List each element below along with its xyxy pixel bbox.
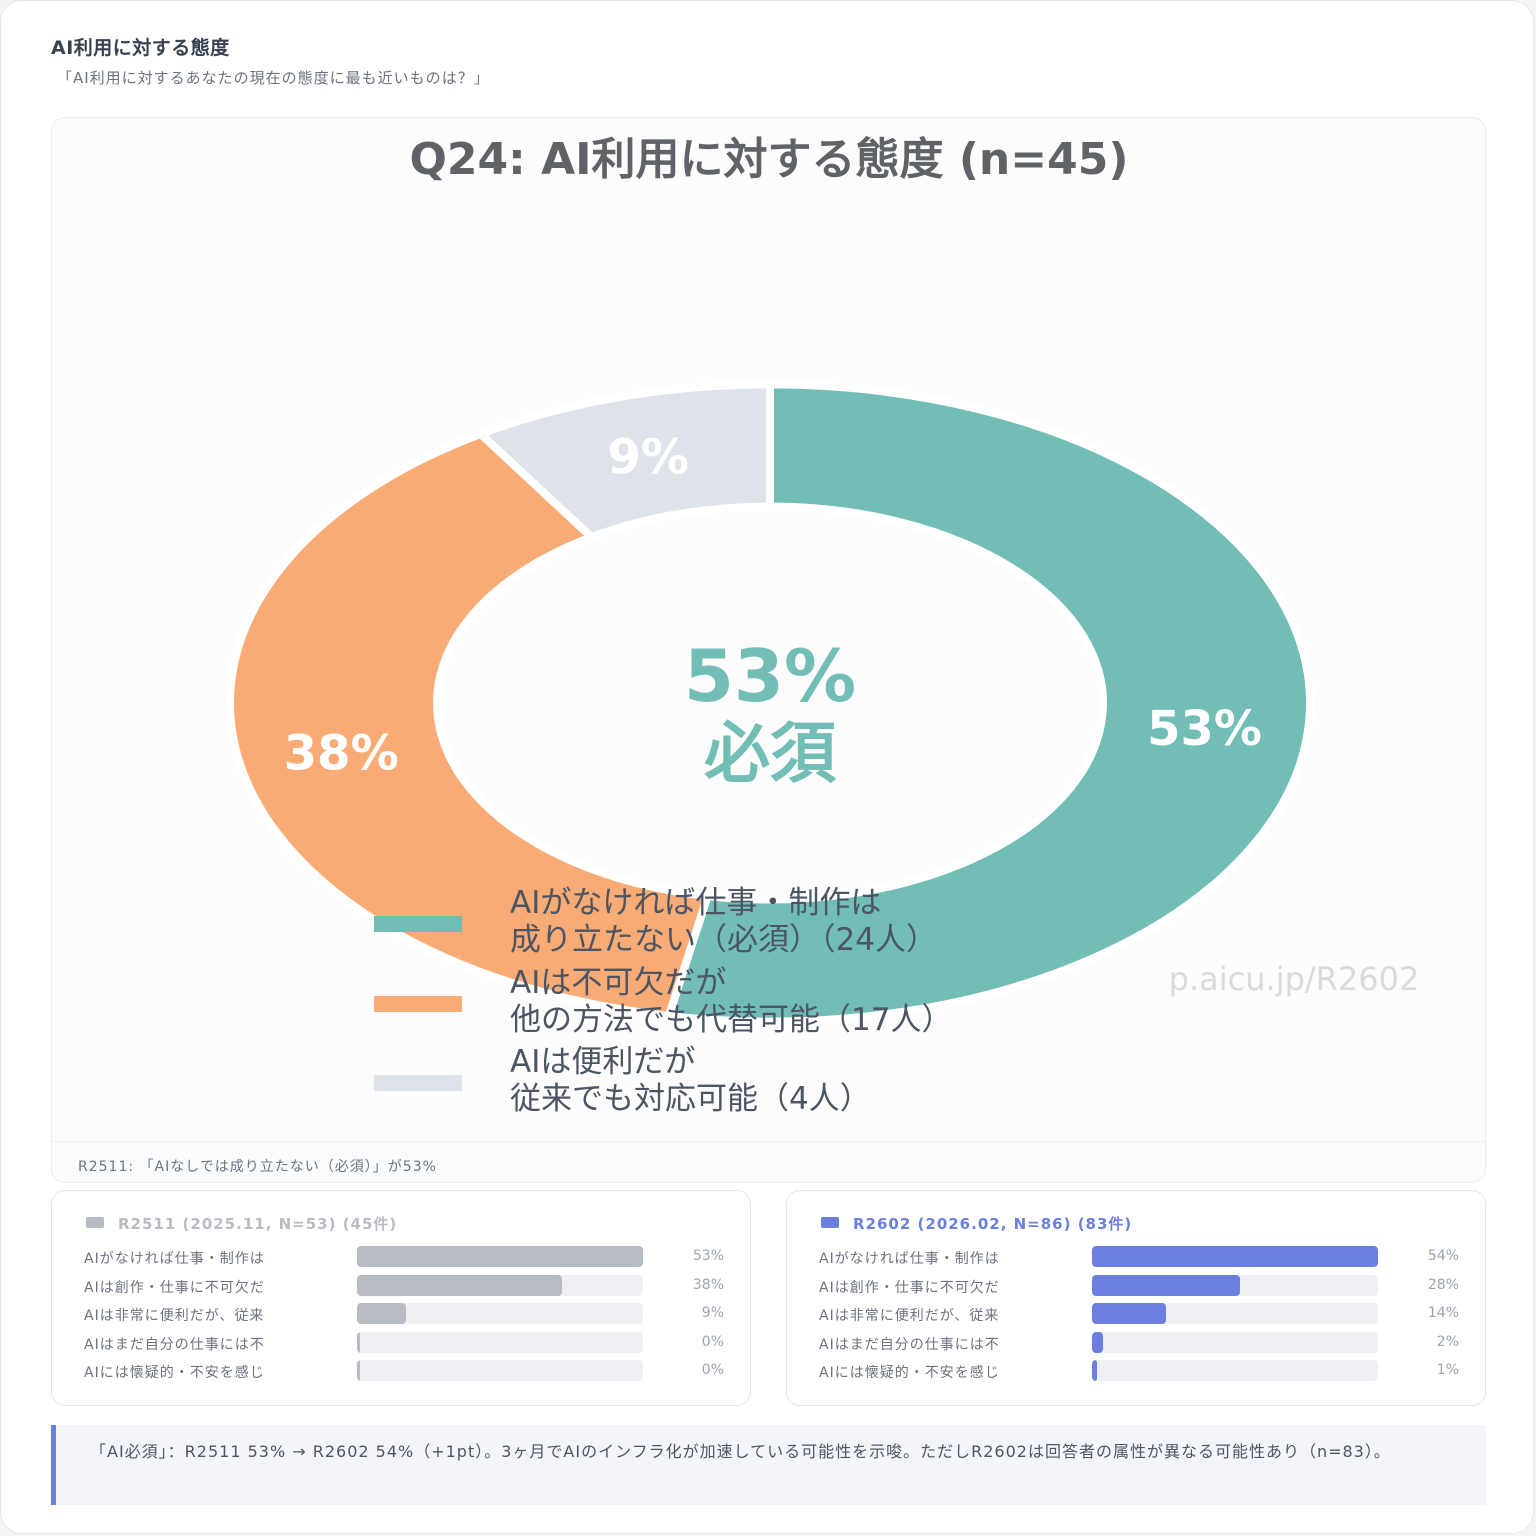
watermark: p.aicu.jp/R2602 [1169,960,1420,998]
r2602-header: R2602 (2026.02, N=86) (83件) [821,1213,1132,1234]
r2511-row-5: AIには懐疑的・不安を感じ 0% [84,1360,724,1382]
r2511-bar-track [357,1331,643,1353]
legend-label-3-line-2: 従来でも対応可能（4人） [510,1081,871,1117]
r2602-row-label: AIは非常に便利だが、従来 [819,1308,1000,1324]
r2511-bar-track [357,1303,643,1324]
r2602-row-4: AIはまだ自分の仕事には不 2% [819,1331,1459,1354]
legend-label-2-line-2: 他の方法でも代替可能（17人） [510,1002,952,1038]
r2511-row-percent: 9% [701,1305,724,1321]
r2602-row-5: AIには懐疑的・不安を感じ 1% [819,1360,1459,1382]
r2511-bar-fill [357,1246,643,1267]
center-value: 53% [684,634,856,718]
r2602-row-percent: 14% [1427,1305,1459,1321]
page-title: AI利用に対する態度 [51,37,230,59]
r2511-row-label: AIは非常に便利だが、従来 [84,1308,265,1324]
r2511-bar-fill [357,1360,360,1381]
r2511-row-percent: 0% [701,1333,724,1350]
r2511-header: R2511 (2025.11, N=53) (45件) [86,1213,397,1234]
r2511-bar-fill [357,1331,360,1353]
r2602-swatch [821,1217,839,1228]
r2602-comparison-card: R2602 (2026.02, N=86) (83件) AIがなければ仕事・制作… [786,1190,1486,1406]
r2511-row-4: AIはまだ自分の仕事には不 0% [84,1331,724,1354]
r2602-row-label: AIは創作・仕事に不可欠だ [819,1279,1000,1296]
r2511-bar-track [357,1246,643,1267]
r2602-bar-track [1092,1246,1378,1267]
r2602-bar-fill [1092,1331,1103,1353]
r2602-title: R2602 (2026.02, N=86) (83件) [853,1215,1133,1233]
r2602-row-percent: 54% [1427,1248,1459,1264]
r2602-row-percent: 1% [1436,1362,1459,1378]
r2511-row-percent: 38% [692,1276,724,1293]
legend-label-3-line-1: AIは便利だが [510,1044,695,1080]
r2602-bar-track [1092,1360,1378,1381]
r2511-row-percent: 53% [692,1248,724,1264]
r2602-row-percent: 2% [1436,1333,1459,1350]
legend-label-1-line-2: 成り立たない（必須）（24人） [510,922,937,958]
slice-label-2: 38% [284,725,399,781]
r2602-row-label: AIがなければ仕事・制作は [819,1251,1000,1267]
r2511-comparison-card: R2511 (2025.11, N=53) (45件) AIがなければ仕事・制作… [51,1190,751,1406]
chart-caption: R2511: 「AIなしでは成り立たない（必須）」が53% [52,1141,1485,1182]
r2511-row-percent: 0% [701,1362,724,1378]
r2602-bar-track [1092,1274,1378,1296]
donut-slice-3 [473,380,774,542]
r2602-bar-fill [1092,1274,1241,1296]
r2511-swatch [86,1217,104,1228]
r2602-bar-fill [1092,1360,1098,1381]
r2602-bar-track [1092,1331,1378,1353]
r2511-row-label: AIがなければ仕事・制作は [84,1251,265,1267]
slice-label-3: 9% [607,430,689,486]
legend-label-2-line-1: AIは不可欠だが [510,965,726,1001]
r2602-row-2: AIは創作・仕事に不可欠だ 28% [819,1274,1459,1297]
r2602-row-1: AIがなければ仕事・制作は 54% [819,1246,1459,1268]
page-subtitle: 「AI利用に対するあなたの現在の態度に最も近いものは？」 [57,69,490,87]
legend-swatch-3 [374,1075,462,1091]
legend-swatch-1 [374,916,462,932]
r2602-row-label: AIはまだ自分の仕事には不 [819,1336,1000,1353]
r2511-row-label: AIは創作・仕事に不可欠だ [84,1279,265,1296]
r2511-title: R2511 (2025.11, N=53) (45件) [118,1215,398,1233]
legend-swatch-2 [374,996,462,1012]
r2511-row-2: AIは創作・仕事に不可欠だ 38% [84,1274,724,1297]
legend-label-1-line-1: AIがなければ仕事・制作は [510,885,881,921]
r2511-bar-track [357,1274,643,1296]
donut-chart: Q24: AI利用に対する態度 (n=45)53%38%9%53%必須p.aic… [226,134,1420,1117]
donut-slice-2 [226,429,713,1021]
r2511-row-label: AIはまだ自分の仕事には不 [84,1336,265,1353]
r2602-row-percent: 28% [1427,1276,1459,1293]
r2511-bar-track [357,1360,643,1381]
r2511-row-1: AIがなければ仕事・制作は 53% [84,1246,724,1268]
donut-slice-1 [663,380,1314,1026]
center-label: 必須 [704,715,837,792]
slice-label-1: 53% [1147,701,1262,757]
r2511-row-3: AIは非常に便利だが、従来 9% [84,1303,724,1325]
r2602-bar-fill [1092,1246,1378,1267]
r2602-row-3: AIは非常に便利だが、従来 14% [819,1303,1459,1325]
r2511-bar-fill [357,1274,563,1296]
r2511-row-label: AIには懐疑的・不安を感じ [84,1365,265,1381]
r2511-bar-fill [357,1303,406,1324]
insight-note: 「AI必須」：R2511 53% → R2602 54%（+1pt）。3ヶ月でA… [51,1425,1486,1505]
r2602-row-label: AIには懐疑的・不安を感じ [819,1365,1000,1381]
r2602-bar-fill [1092,1303,1167,1324]
r2602-bar-track [1092,1303,1378,1324]
chart-title: Q24: AI利用に対する態度 (n=45) [410,134,1129,185]
donut-chart-card: Q24: AI利用に対する態度 (n=45) 53% 38% 9% 53% 必須 p.aic… [51,117,1486,1183]
